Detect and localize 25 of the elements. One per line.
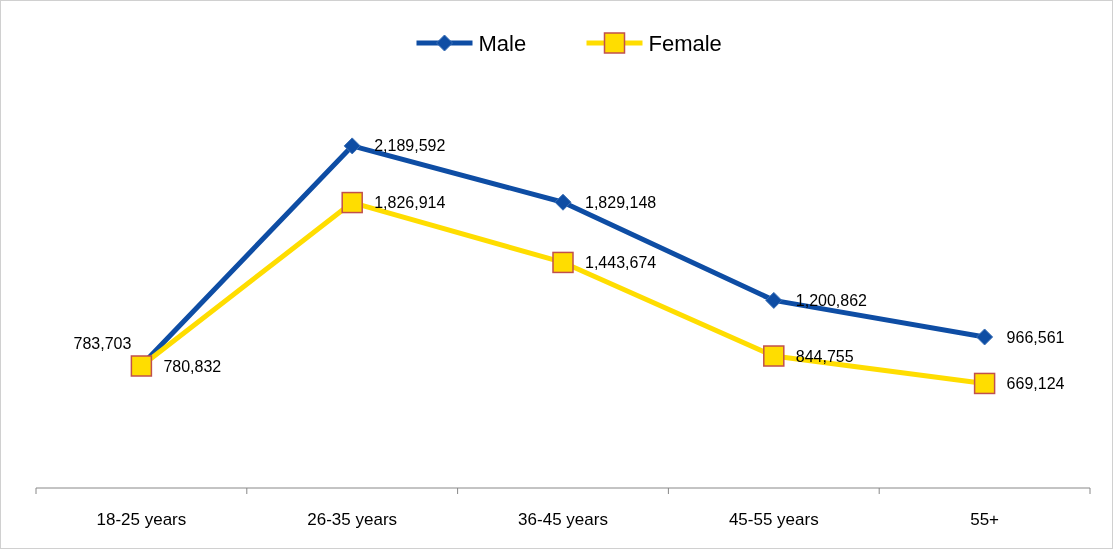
data-label: 669,124 <box>1006 375 1065 393</box>
point <box>763 345 785 367</box>
data-label: 2,189,592 <box>374 137 446 155</box>
point <box>343 137 361 155</box>
point <box>973 372 996 395</box>
x-tick-label: 36-45 years <box>518 510 608 529</box>
data-label: 780,832 <box>163 357 222 375</box>
x-tick-label: 18-25 years <box>96 510 187 529</box>
data-label: 1,443,674 <box>585 254 657 272</box>
data-label: 1,826,914 <box>374 194 446 212</box>
point <box>554 193 572 211</box>
point <box>765 291 783 309</box>
data-label: 1,829,148 <box>585 193 657 211</box>
data-label: 844,755 <box>795 347 854 365</box>
data-label: 783,703 <box>73 335 132 353</box>
x-tick-label: 55+ <box>970 510 1000 529</box>
point <box>976 328 994 346</box>
data-label: 966,561 <box>1006 328 1065 346</box>
legend-label: Female <box>648 30 722 56</box>
x-tick-label: 45-55 years <box>728 510 819 529</box>
point <box>341 191 363 214</box>
point <box>552 251 574 274</box>
data-label: 1,200,862 <box>795 291 868 309</box>
legend-label: Male <box>478 30 527 56</box>
x-tick-label: 26-35 years <box>307 510 398 529</box>
